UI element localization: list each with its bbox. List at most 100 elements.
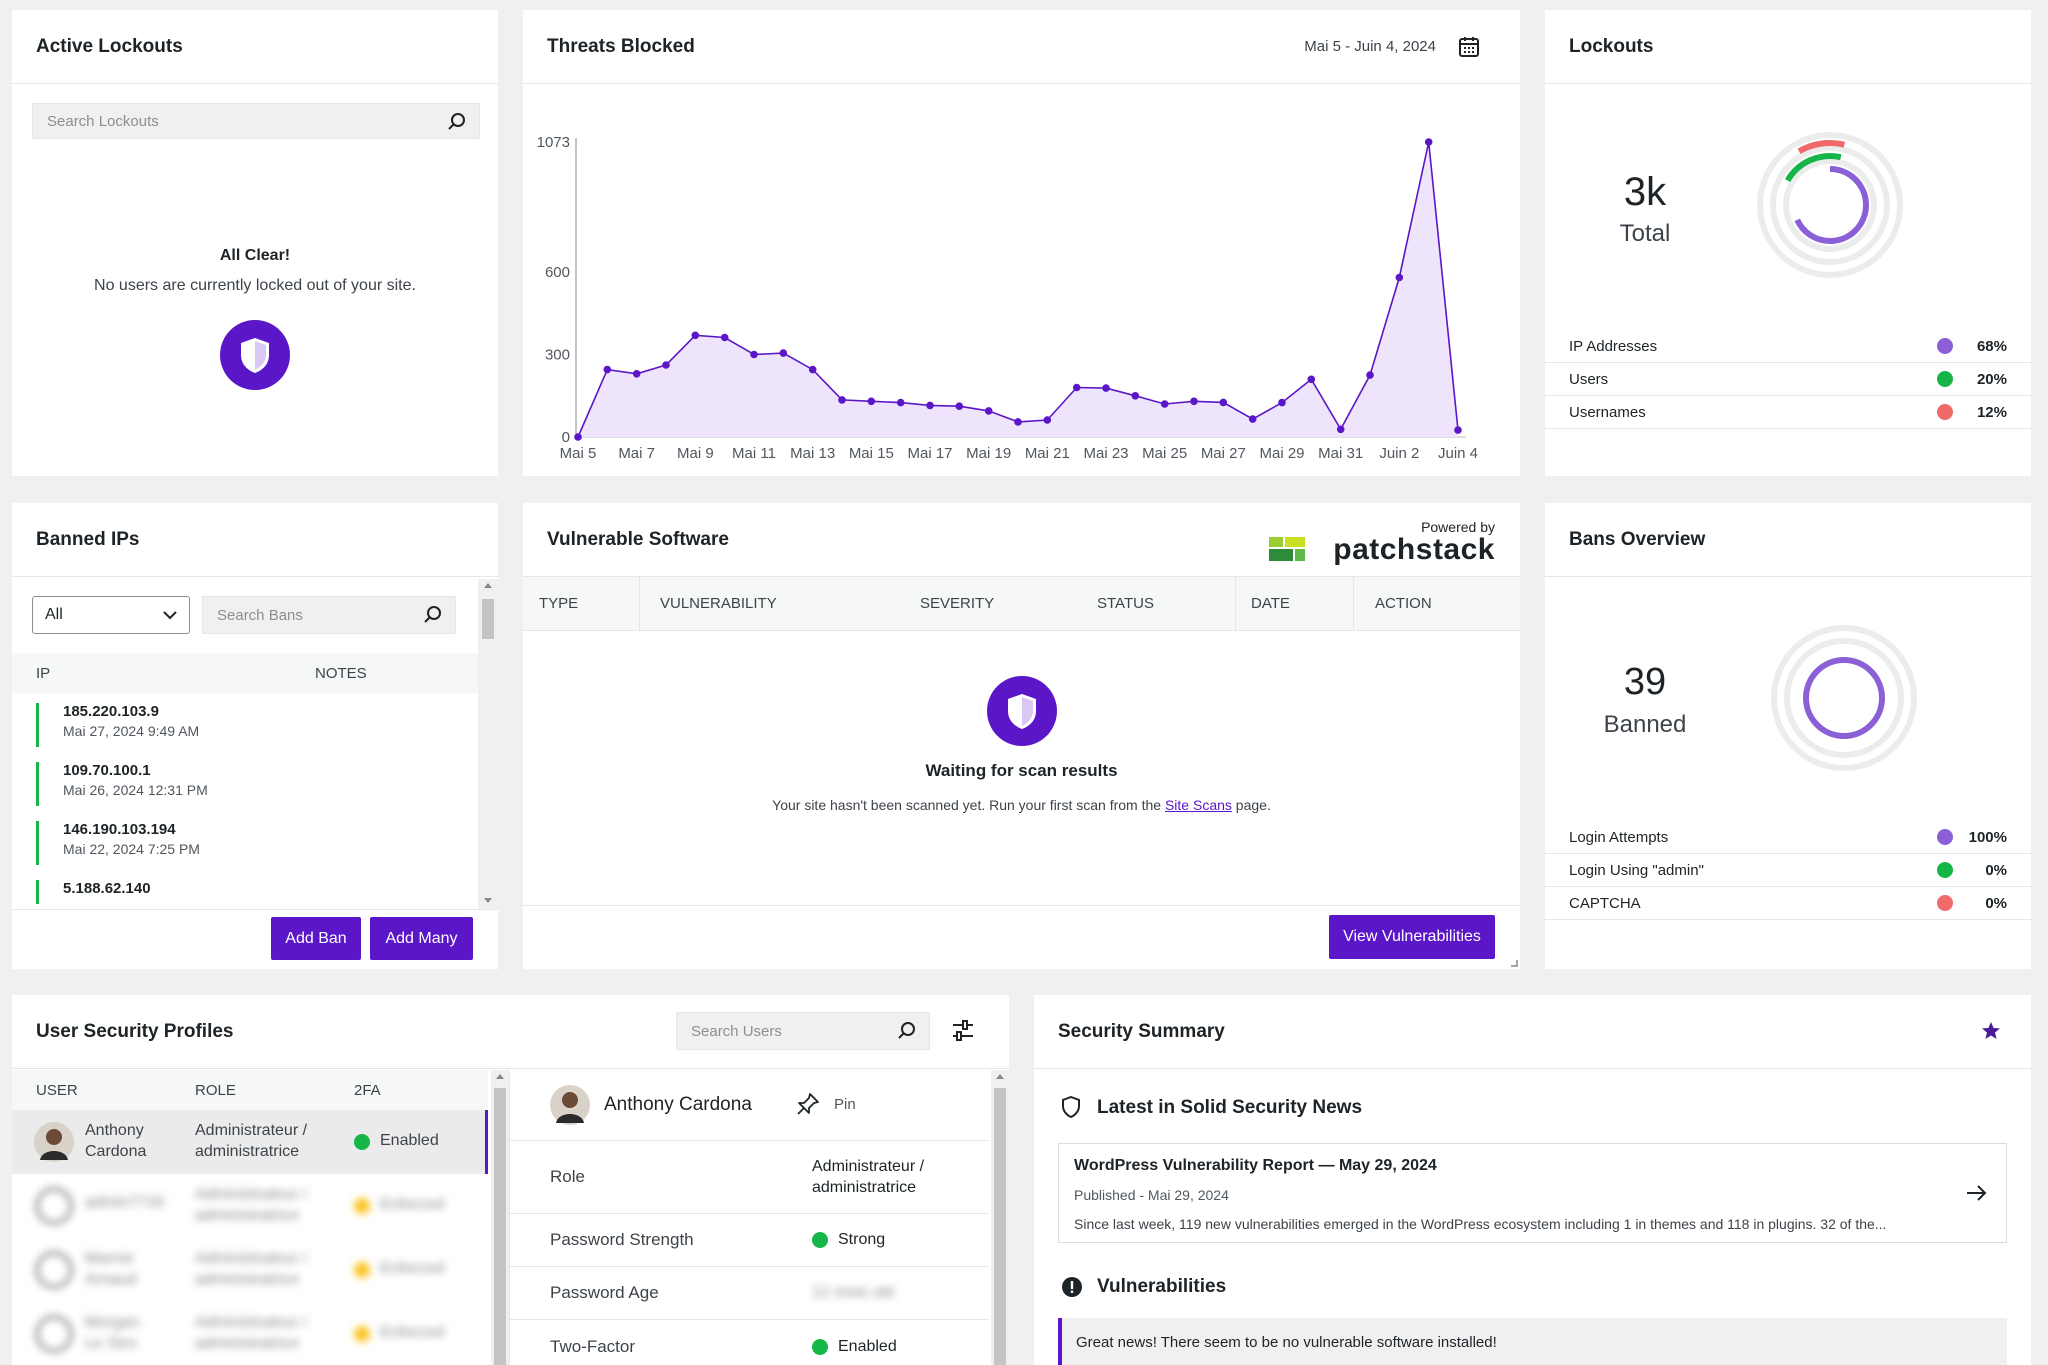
ban-item[interactable]: 185.220.103.9 Mai 27, 2024 9:49 AM <box>36 703 456 747</box>
card-title: Banned IPs <box>36 528 140 550</box>
bans-scrollbar[interactable] <box>478 579 498 909</box>
pin-icon[interactable] <box>796 1092 820 1116</box>
user-row[interactable]: Morgan Le Stro Administrateur / administ… <box>12 1302 488 1365</box>
calendar-icon[interactable] <box>1458 36 1480 58</box>
ban-item[interactable]: 5.188.62.140 <box>36 880 456 904</box>
avatar <box>35 1251 73 1289</box>
scroll-thumb[interactable] <box>994 1088 1006 1365</box>
date-range[interactable]: Mai 5 - Juin 4, 2024 <box>1304 38 1436 55</box>
lockouts-total-label: Total <box>1619 220 1671 247</box>
ring-login-attempts <box>1803 657 1885 739</box>
ban-item[interactable]: 109.70.100.1 Mai 26, 2024 12:31 PM <box>36 762 456 806</box>
detail-user-name: Anthony Cardona <box>604 1094 752 1115</box>
card-title: Bans Overview <box>1569 528 1706 550</box>
vulnerabilities-heading: Vulnerabilities <box>1097 1276 1227 1297</box>
alert-icon <box>1062 1277 1082 1297</box>
user-row[interactable]: Marnie Arnaud Administrateur / administr… <box>12 1238 488 1302</box>
data-point <box>720 333 729 342</box>
divider <box>523 905 1520 906</box>
card-title: Vulnerable Software <box>547 528 729 550</box>
users-scrollbar[interactable] <box>491 1070 509 1365</box>
user-row[interactable]: admin7716 Administrateur / administratri… <box>12 1174 488 1238</box>
card-header: Active Lockouts <box>12 10 498 84</box>
col-notes: NOTES <box>315 665 367 682</box>
news-title: WordPress Vulnerability Report — May 29,… <box>1074 1157 1437 1174</box>
scroll-thumb[interactable] <box>494 1088 506 1365</box>
col-ip: IP <box>36 665 51 682</box>
legend-dot <box>1937 404 1953 420</box>
search-icon[interactable] <box>423 605 443 625</box>
ban-item[interactable]: 146.190.103.194 Mai 22, 2024 7:25 PM <box>36 821 456 865</box>
patchstack-brand: patchstack <box>1333 533 1495 566</box>
bans-total-value: 39 <box>1623 661 1667 703</box>
pin-label[interactable]: Pin <box>834 1096 856 1113</box>
filter-sliders-icon[interactable] <box>950 1019 976 1043</box>
news-item[interactable]: WordPress Vulnerability Report — May 29,… <box>1058 1143 2007 1243</box>
arrow-right-icon[interactable] <box>1966 1184 1988 1202</box>
data-point <box>838 396 846 404</box>
shield-outline-icon <box>1062 1096 1080 1118</box>
resize-handle-icon[interactable] <box>1510 959 1518 967</box>
x-tick-label: Mai 25 <box>1142 445 1187 462</box>
data-point <box>808 365 817 374</box>
legend-login-attempts: Login Attempts 100% <box>1545 821 2031 854</box>
add-ban-button[interactable]: Add Ban <box>271 917 361 960</box>
add-many-button[interactable]: Add Many <box>370 917 473 960</box>
card-header: Banned IPs <box>12 503 498 577</box>
security-summary-card: Security Summary Latest in Solid Securit… <box>1034 995 2031 1365</box>
ban-filter-select[interactable]: All <box>32 596 190 634</box>
scroll-up-arrow[interactable] <box>484 583 492 588</box>
scroll-down-arrow[interactable] <box>484 898 492 903</box>
x-tick-label: Mai 23 <box>1083 445 1128 462</box>
lockouts-ring-chart <box>1757 132 1903 278</box>
x-tick-label: Mai 5 <box>560 445 597 462</box>
view-vulnerabilities-button[interactable]: View Vulnerabilities <box>1329 915 1495 959</box>
data-point <box>1307 375 1316 384</box>
col-type: TYPE <box>539 595 579 612</box>
avatar <box>34 1122 74 1162</box>
card-header: Lockouts <box>1545 10 2031 84</box>
detail-row-two-factor: Two-Factor Enabled <box>550 1336 897 1356</box>
card-title: Active Lockouts <box>36 35 183 57</box>
x-tick-label: Mai 29 <box>1259 445 1304 462</box>
data-point <box>574 433 582 441</box>
card-title: Security Summary <box>1058 1020 1225 1042</box>
vulnerable-software-card: Vulnerable Software Powered by patchstac… <box>523 503 1520 969</box>
search-bans-input[interactable]: Search Bans <box>202 596 456 634</box>
scroll-up-arrow[interactable] <box>996 1074 1004 1079</box>
status-dot <box>354 1198 370 1214</box>
bans-total-label: Banned <box>1603 711 1687 738</box>
user-row[interactable]: Anthony Cardona Administrateur / adminis… <box>12 1110 488 1174</box>
data-point <box>1248 415 1257 423</box>
status-dot <box>812 1338 828 1355</box>
card-header: User Security Profiles <box>12 995 1009 1069</box>
scroll-up-arrow[interactable] <box>496 1074 504 1079</box>
waiting-text: Your site hasn't been scanned yet. Run y… <box>772 797 1271 813</box>
card-header: Threats Blocked Mai 5 - Juin 4, 2024 <box>523 10 1520 84</box>
threats-blocked-card: Threats Blocked Mai 5 - Juin 4, 2024 0 30… <box>523 10 1520 476</box>
status-dot <box>812 1232 828 1248</box>
col-divider <box>639 577 640 631</box>
legend-login-using-admin: Login Using "admin" 0% <box>1545 854 2031 887</box>
col-role: ROLE <box>195 1082 236 1099</box>
search-lockouts-input[interactable]: Search Lockouts <box>32 103 480 139</box>
data-point <box>603 365 612 374</box>
star-icon[interactable] <box>1981 1021 2001 1041</box>
search-icon[interactable] <box>897 1021 917 1041</box>
detail-scrollbar[interactable] <box>991 1070 1009 1365</box>
news-excerpt: Since last week, 119 new vulnerabilities… <box>1074 1216 1887 1232</box>
vulnerability-notice: Great news! There seem to be no vulnerab… <box>1058 1318 2007 1365</box>
bans-ring-chart <box>1771 625 1917 771</box>
col-date: DATE <box>1251 595 1290 612</box>
x-tick-label: Juin 4 <box>1438 445 1478 462</box>
card-header: Vulnerable Software Powered by patchstac… <box>523 503 1520 577</box>
site-scans-link[interactable]: Site Scans <box>1164 797 1232 813</box>
col-user: USER <box>36 1082 78 1099</box>
legend-users: Users 20% <box>1545 363 2031 396</box>
search-users-input[interactable]: Search Users <box>676 1012 930 1050</box>
x-tick-label: Juin 2 <box>1379 445 1419 462</box>
search-icon[interactable] <box>447 112 467 132</box>
scroll-thumb[interactable] <box>482 599 494 639</box>
status-dot <box>354 1134 370 1150</box>
empty-title: All Clear! <box>219 247 291 264</box>
